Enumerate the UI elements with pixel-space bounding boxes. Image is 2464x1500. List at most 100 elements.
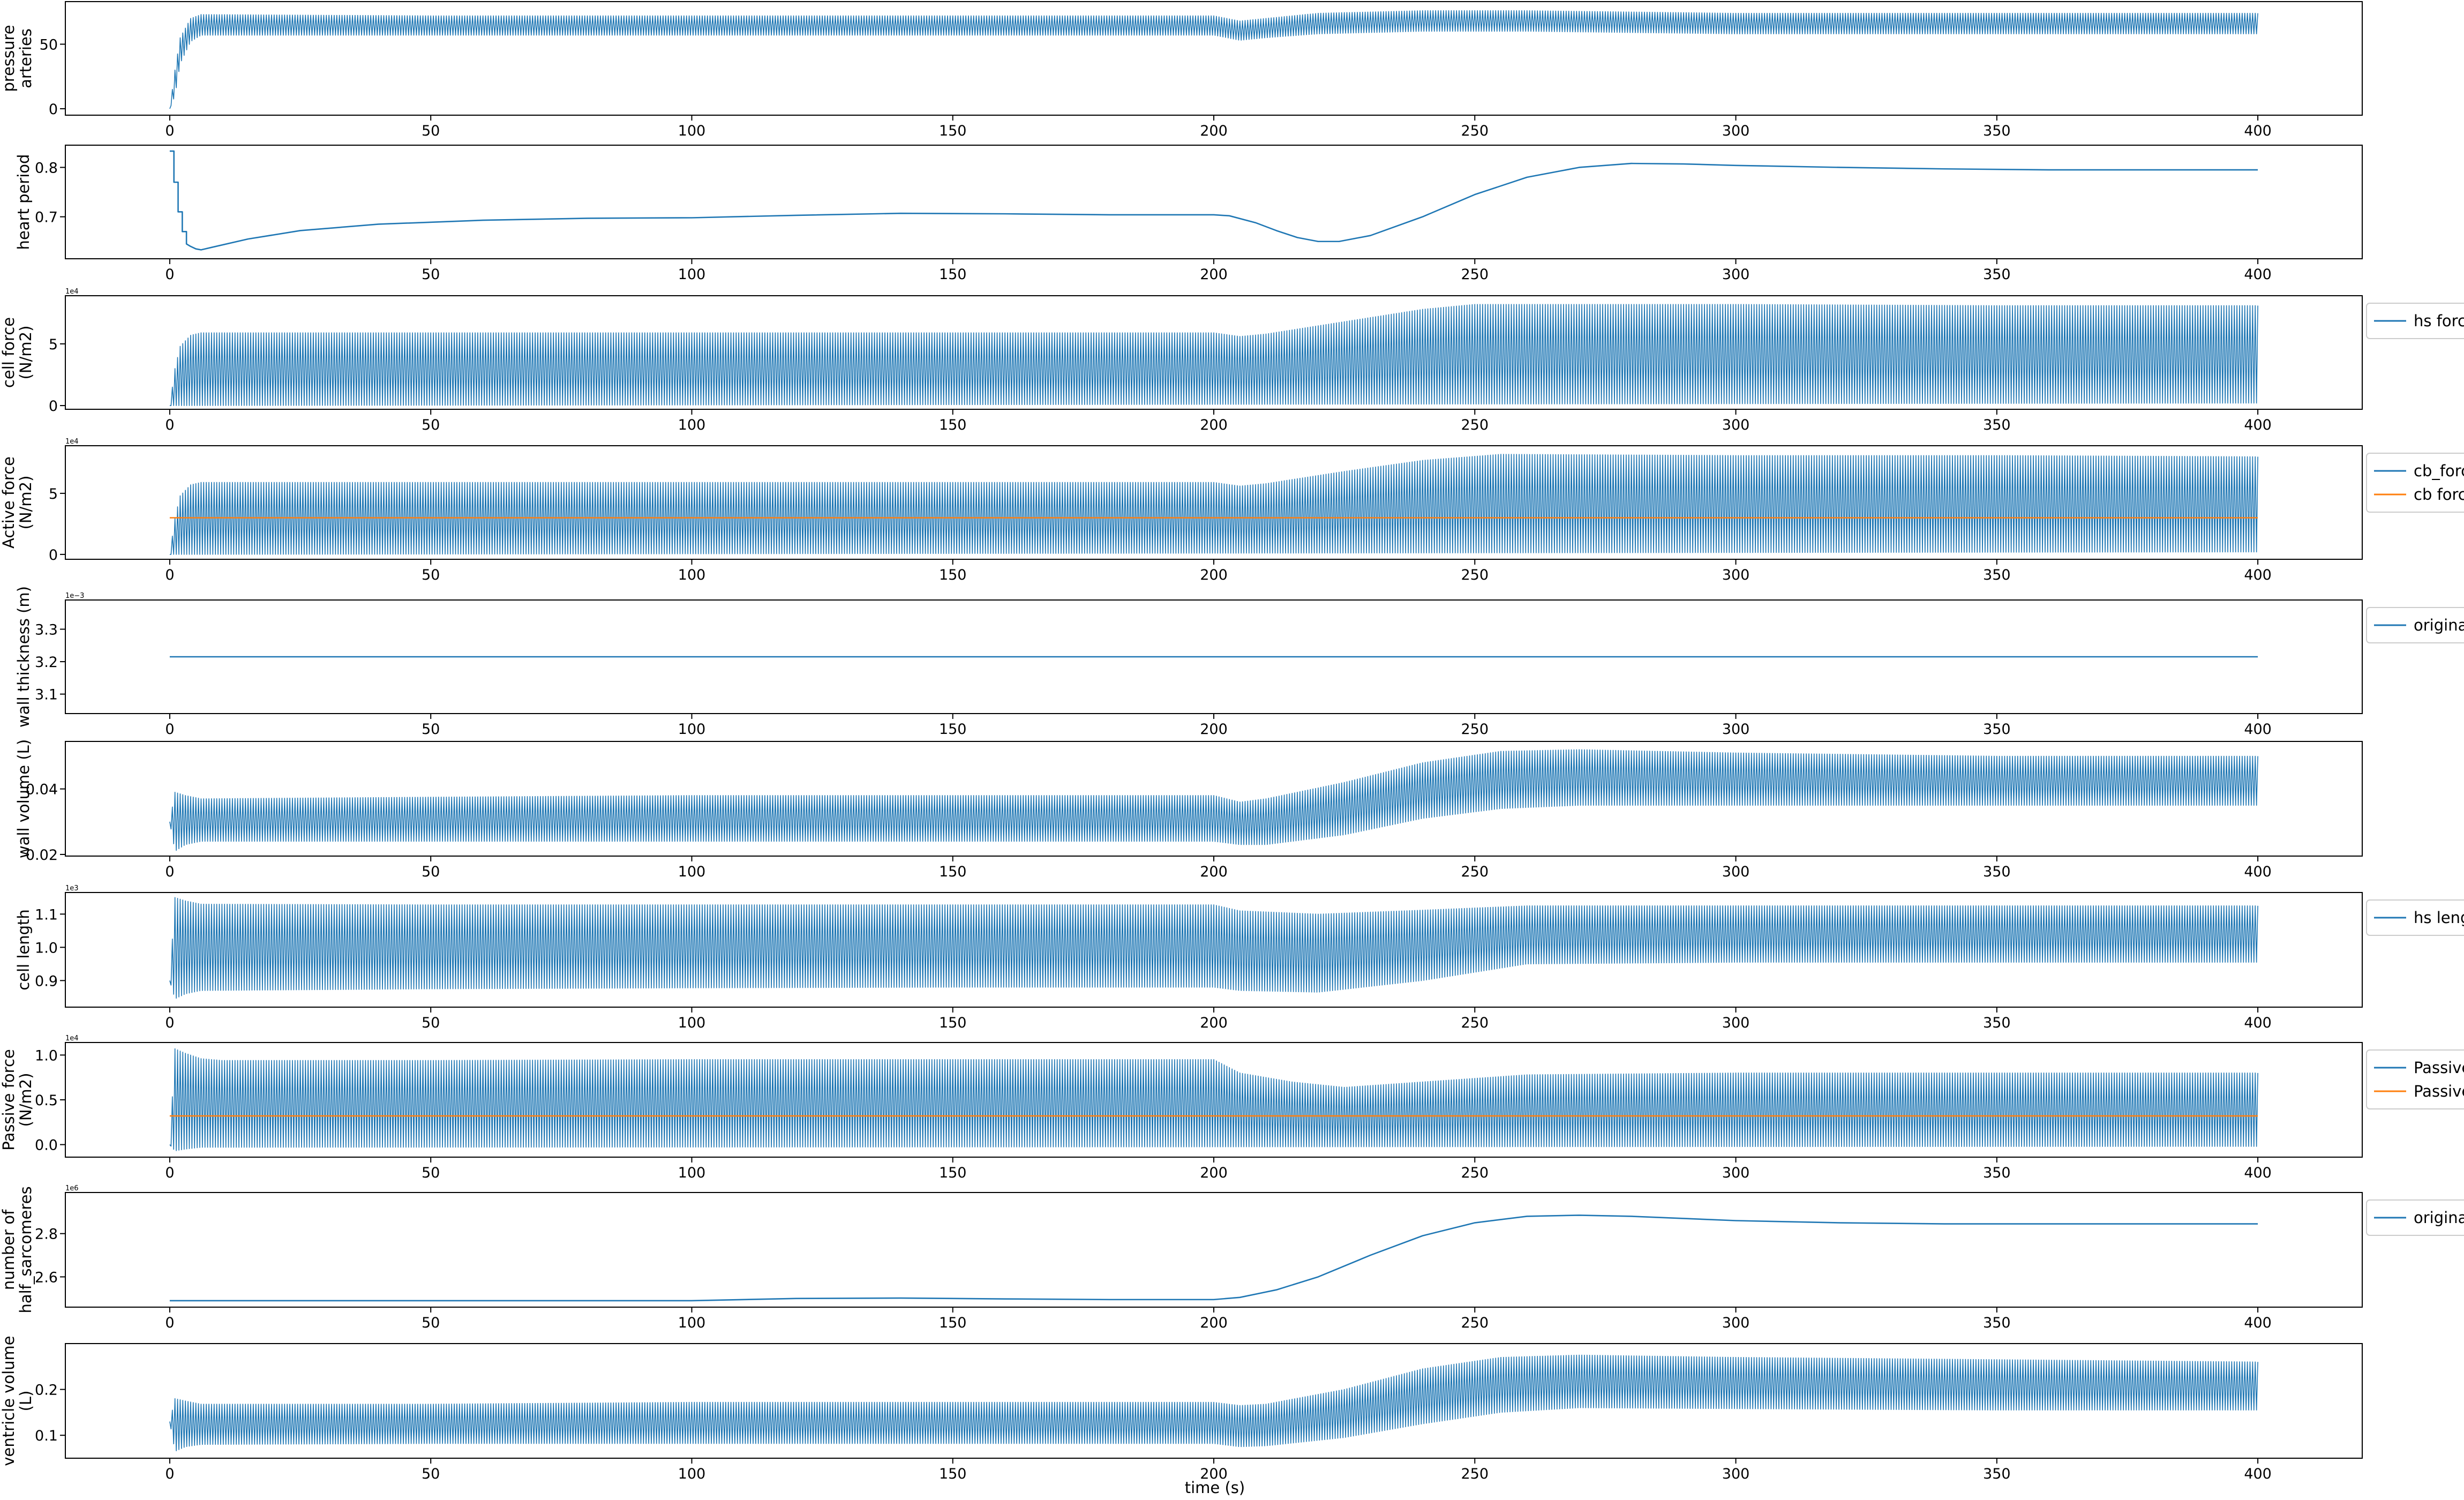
legend-label-7-1: hs length	[2414, 909, 2464, 927]
x-tick-label-10-0: 0	[165, 1466, 174, 1482]
series-line-4-1	[169, 454, 2258, 555]
series-line-2-1	[169, 150, 2258, 251]
x-tick-label-2-200: 200	[1200, 266, 1228, 283]
y-axis-label-9-2: half_sarcomeres	[17, 1186, 35, 1313]
x-tick-label-5-150: 150	[939, 721, 967, 738]
y-offset-4: 1e4	[65, 438, 79, 446]
x-tick-label-8-200: 200	[1200, 1165, 1228, 1181]
y-tick-label-10-1: 0.2	[35, 1382, 58, 1399]
x-tick-label-9-300: 300	[1722, 1315, 1750, 1331]
y-axis-label-9-1: number of	[0, 1209, 18, 1290]
y-axis-label-10-1: ventricle volume	[0, 1336, 18, 1466]
x-tick-label-1-250: 250	[1461, 123, 1489, 139]
x-tick-label-7-400: 400	[2244, 1015, 2272, 1031]
x-tick-label-2-300: 300	[1722, 266, 1750, 283]
x-tick-label-9-250: 250	[1461, 1315, 1489, 1331]
x-tick-label-9-50: 50	[422, 1315, 440, 1331]
y-tick-label-5-0: 3.1	[35, 687, 58, 703]
x-tick-label-10-300: 300	[1722, 1466, 1750, 1482]
x-tick-label-3-300: 300	[1722, 417, 1750, 433]
y-tick-label-3-1: 5	[49, 336, 58, 353]
y-tick-label-4-1: 5	[49, 486, 58, 502]
legend-8	[2366, 1049, 2464, 1109]
x-tick-label-4-200: 200	[1200, 567, 1228, 583]
y-tick-label-1-0: 0	[49, 101, 58, 118]
x-tick-label-6-100: 100	[678, 864, 706, 880]
x-tick-label-2-250: 250	[1461, 266, 1489, 283]
x-tick-label-7-0: 0	[165, 1015, 174, 1031]
legend-label-3-1: hs force	[2414, 312, 2464, 330]
x-tick-label-1-50: 50	[422, 123, 440, 139]
x-tick-label-10-250: 250	[1461, 1466, 1489, 1482]
subplot-10: 0 50 100 150 200 250 300 350 400 0.1 0.2 ventricle …	[0, 1336, 2363, 1482]
x-tick-label-7-250: 250	[1461, 1015, 1489, 1031]
legend-label-8-2: Passive force null	[2414, 1082, 2464, 1100]
x-tick-label-7-100: 100	[678, 1015, 706, 1031]
x-tick-label-3-200: 200	[1200, 417, 1228, 433]
x-tick-label-9-100: 100	[678, 1315, 706, 1331]
legend-label-9-1: original	[2414, 1209, 2464, 1227]
y-tick-label-6-0: 0.02	[26, 847, 58, 864]
x-tick-label-10-150: 150	[939, 1466, 967, 1482]
y-tick-label-6-1: 0.04	[26, 782, 58, 798]
x-tick-label-8-300: 300	[1722, 1165, 1750, 1181]
legend-label-8-1: Passive force	[2414, 1059, 2464, 1077]
x-tick-label-4-50: 50	[422, 567, 440, 583]
x-tick-label-6-200: 200	[1200, 864, 1228, 880]
x-tick-label-8-350: 350	[1983, 1165, 2011, 1181]
subplot-8: 0 50 100 150 200 250 300 350 400 0.0 0.5 1.0 1e4 Pass…	[0, 1034, 2464, 1181]
y-axis-label-10-2: (L)	[17, 1391, 35, 1412]
x-tick-label-7-350: 350	[1983, 1015, 2011, 1031]
x-tick-label-6-50: 50	[422, 864, 440, 880]
y-axis-label-1-2: arteries	[17, 28, 35, 88]
y-axis-label-6-1: wall volume (L)	[14, 739, 33, 858]
y-axis-label-4-1: Active force	[0, 456, 18, 549]
x-tick-label-7-50: 50	[422, 1015, 440, 1031]
y-offset-5: 1e−3	[65, 592, 84, 600]
y-tick-label-7-1: 1.0	[35, 940, 58, 956]
x-tick-label-7-150: 150	[939, 1015, 967, 1031]
x-tick-label-3-0: 0	[165, 417, 174, 433]
legend-label-4-2: cb force null	[2414, 485, 2464, 504]
y-axis-label-1-1: pressure	[0, 25, 18, 92]
y-tick-label-1-1: 50	[40, 37, 58, 54]
series-line-6-1	[169, 749, 2258, 851]
x-tick-label-5-50: 50	[422, 721, 440, 738]
x-tick-label-2-100: 100	[678, 266, 706, 283]
series-line-10-1	[169, 1354, 2258, 1451]
subplot-7: 0 50 100 150 200 250 300 350 400 0.9 1.0 1.1 1e3 cell…	[14, 884, 2464, 1031]
y-tick-label-9-1: 2.8	[35, 1226, 58, 1243]
x-tick-label-5-0: 0	[165, 721, 174, 738]
y-tick-label-8-1: 0.5	[35, 1092, 58, 1109]
x-tick-label-6-400: 400	[2244, 864, 2272, 880]
x-tick-label-3-250: 250	[1461, 417, 1489, 433]
x-tick-label-6-150: 150	[939, 864, 967, 880]
subplot-1: 0 50 100 150 200 250 300 350 400 0 50 pressurearter…	[0, 1, 2363, 139]
figure-xlabel: time (s)	[1185, 1479, 1245, 1497]
legend-label-4-1: cb_force	[2414, 462, 2464, 480]
y-axis-label-3-2: (N/m2)	[17, 326, 35, 380]
x-tick-label-2-50: 50	[422, 266, 440, 283]
x-tick-label-9-0: 0	[165, 1315, 174, 1331]
x-tick-label-4-0: 0	[165, 567, 174, 583]
subplot-5: 0 50 100 150 200 250 300 350 400 3.1 3.2 3.3 1e−3 wal…	[14, 586, 2464, 738]
x-tick-label-2-150: 150	[939, 266, 967, 283]
x-tick-label-3-150: 150	[939, 417, 967, 433]
y-axis-label-3-1: cell force	[0, 317, 18, 388]
legend-label-5-1: original	[2414, 616, 2464, 634]
x-tick-label-7-200: 200	[1200, 1015, 1228, 1031]
legend-7	[2366, 899, 2464, 936]
x-tick-label-4-100: 100	[678, 567, 706, 583]
x-tick-label-9-400: 400	[2244, 1315, 2272, 1331]
y-tick-label-9-0: 2.6	[35, 1269, 58, 1286]
x-tick-label-9-350: 350	[1983, 1315, 2011, 1331]
x-tick-label-1-400: 400	[2244, 123, 2272, 139]
x-tick-label-4-400: 400	[2244, 567, 2272, 583]
x-tick-label-5-200: 200	[1200, 721, 1228, 738]
x-tick-label-4-150: 150	[939, 567, 967, 583]
y-offset-8: 1e4	[65, 1034, 79, 1042]
y-tick-label-2-0: 0.7	[35, 209, 58, 226]
y-axis-label-5-1: wall thickness (m)	[14, 586, 33, 728]
y-offset-9: 1e6	[65, 1184, 79, 1192]
